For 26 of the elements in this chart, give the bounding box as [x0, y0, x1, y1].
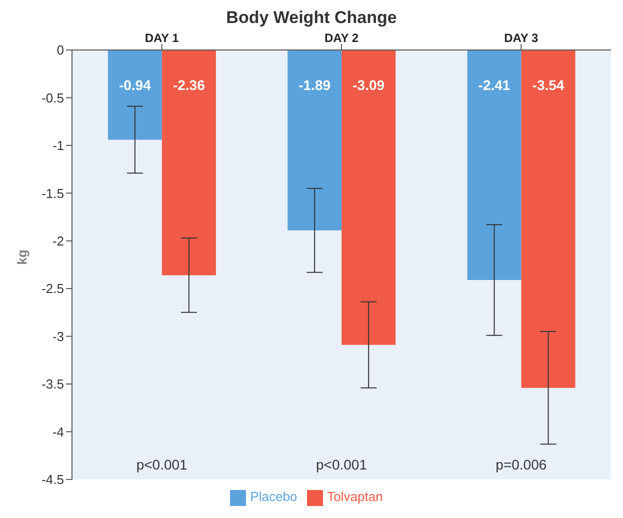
- legend-label: Placebo: [250, 489, 298, 504]
- y-tick-label: 0: [56, 42, 64, 58]
- annotation: p=0.006: [496, 456, 547, 472]
- y-tick-label: -1: [52, 138, 64, 154]
- annotation: p<0.001: [136, 456, 188, 472]
- y-tick-label: -0.5: [42, 90, 64, 106]
- chart-title: Body Weight Change: [225, 8, 398, 29]
- x-tick-label: DAY 1: [144, 31, 180, 45]
- data-label: -2.36: [172, 76, 206, 93]
- y-tick-label: -1.5: [42, 186, 64, 201]
- y-tick-label: -4: [52, 424, 64, 440]
- y-tick-label: -2: [52, 233, 64, 248]
- data-label: -0.94: [118, 76, 152, 93]
- annotation: p<0.001: [316, 456, 368, 472]
- data-label: -3.09: [352, 76, 385, 93]
- data-label: -1.89: [298, 76, 331, 93]
- y-axis-title: kg: [14, 249, 30, 265]
- y-tick-label: -2.5: [42, 281, 64, 296]
- y-tick-label: -3.5: [42, 376, 64, 392]
- y-tick-label: -4.5: [42, 472, 64, 488]
- x-tick-label: DAY 3: [504, 31, 539, 45]
- y-tick-label: -3: [52, 328, 64, 344]
- x-tick-label: DAY 2: [324, 31, 359, 45]
- data-label: -3.54: [532, 76, 564, 93]
- legend-label: Tolvaptan: [327, 489, 383, 504]
- data-label: -2.41: [478, 76, 510, 93]
